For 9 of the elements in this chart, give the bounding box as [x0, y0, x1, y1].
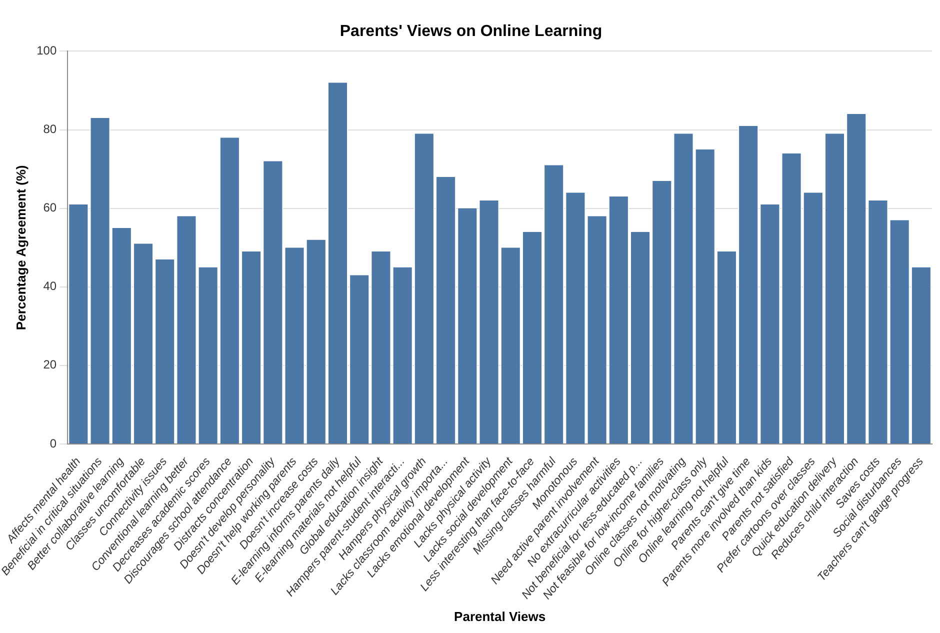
y-tick-label: 100: [36, 44, 57, 58]
y-tick-label: 80: [43, 122, 57, 136]
y-tick-label: 60: [43, 200, 57, 215]
y-axis-title: Percentage Agreement (%): [13, 165, 28, 330]
y-tick-label: 0: [50, 436, 57, 450]
y-tick-label: 20: [43, 358, 57, 372]
x-axis-title: Parental Views: [454, 608, 546, 624]
chart-title: Parents' Views on Online Learning: [340, 23, 602, 40]
y-tick-label: 40: [43, 279, 57, 294]
